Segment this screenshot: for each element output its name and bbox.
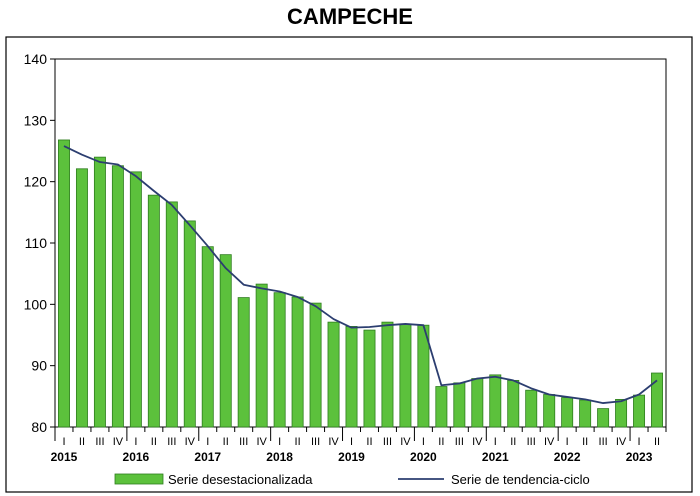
bar	[327, 321, 340, 428]
bar	[291, 296, 304, 428]
x-year-label: 2019	[338, 450, 365, 464]
x-year-label: 2022	[554, 450, 581, 464]
y-tick-label: 100	[24, 296, 48, 312]
y-tick-label: 80	[31, 419, 47, 435]
x-tick-label: I	[62, 436, 65, 448]
x-tick-label: III	[239, 436, 248, 448]
trend-series	[63, 145, 658, 404]
x-tick-label: III	[455, 436, 464, 448]
bar	[543, 394, 556, 428]
bar	[381, 321, 394, 428]
bar	[255, 283, 268, 428]
bar	[651, 372, 663, 428]
x-tick-label: II	[223, 436, 229, 448]
x-tick-label: IV	[616, 436, 627, 448]
y-tick-label: 110	[25, 235, 48, 251]
x-tick-label: I	[494, 436, 497, 448]
bar	[579, 399, 592, 428]
x-tick-label: I	[134, 436, 137, 448]
y-tick-label: 130	[24, 112, 48, 128]
bar	[489, 374, 502, 428]
x-tick-label: I	[278, 436, 281, 448]
x-year-label: 2017	[194, 450, 221, 464]
bar	[471, 378, 484, 428]
x-tick-label: III	[383, 436, 392, 448]
x-tick-label: IV	[400, 436, 411, 448]
bar	[345, 326, 358, 428]
x-tick-label: II	[510, 436, 516, 448]
x-tick-label: III	[599, 436, 608, 448]
bar	[633, 394, 646, 428]
x-tick-label: II	[366, 436, 372, 448]
x-tick-label: I	[350, 436, 353, 448]
trend-line	[63, 145, 658, 404]
x-tick-label: II	[582, 436, 588, 448]
legend-line-label: Serie de tendencia-ciclo	[451, 472, 590, 487]
x-year-label: 2023	[626, 450, 653, 464]
bar	[129, 171, 142, 428]
chart-title-text: CAMPECHE	[287, 4, 413, 29]
x-tick-label: II	[151, 436, 157, 448]
bar	[273, 292, 286, 428]
bar	[219, 254, 232, 428]
x-tick-label: III	[167, 436, 176, 448]
x-tick-label: II	[295, 436, 301, 448]
x-tick-label: I	[206, 436, 209, 448]
bar	[147, 194, 160, 428]
y-tick-label: 140	[24, 51, 48, 67]
legend-bar-swatch	[114, 473, 164, 485]
x-tick-label: II	[79, 436, 85, 448]
x-tick-label: IV	[544, 436, 555, 448]
x-tick-label: IV	[472, 436, 483, 448]
bar	[525, 389, 538, 428]
bar	[399, 323, 412, 428]
bar	[93, 156, 106, 428]
bar	[75, 168, 88, 428]
bar	[111, 165, 124, 428]
x-tick-label: IV	[328, 436, 339, 448]
bar	[435, 386, 448, 428]
x-year-label: 2018	[266, 450, 293, 464]
plot-area	[54, 58, 667, 428]
legend-bar-label: Serie desestacionalizada	[168, 472, 313, 487]
x-year-label: 2020	[410, 450, 437, 464]
bar	[561, 397, 574, 428]
y-tick-label: 90	[31, 358, 47, 374]
bar	[237, 297, 250, 428]
bar	[507, 379, 520, 428]
x-tick-label: III	[95, 436, 104, 448]
bar	[597, 408, 610, 428]
x-tick-label: I	[566, 436, 569, 448]
bar	[615, 398, 628, 428]
bar	[183, 220, 196, 428]
bar	[453, 382, 466, 428]
plot-border	[54, 58, 667, 428]
bar	[363, 329, 376, 428]
x-tick-label: II	[438, 436, 444, 448]
bar	[58, 139, 70, 428]
chart-title: CAMPECHE	[0, 4, 700, 30]
y-tick-label: 120	[24, 174, 48, 190]
y-axis: 80 90 100 110 120 130 140	[24, 51, 55, 435]
bar	[309, 302, 322, 428]
x-tick-label: IV	[256, 436, 267, 448]
bar-series	[58, 139, 663, 428]
bar	[201, 246, 214, 428]
x-tick-label: IV	[185, 436, 196, 448]
x-year-label: 2021	[482, 450, 509, 464]
legend: Serie desestacionalizada Serie de tendenc…	[114, 472, 590, 487]
x-tick-label: I	[638, 436, 641, 448]
x-axis: I II III IV I II III IV I II III IV I II III IV I II III IV…	[51, 427, 667, 464]
x-tick-label: II	[654, 436, 660, 448]
x-year-label: 2016	[123, 450, 150, 464]
bar	[165, 201, 178, 428]
x-year-label: 2015	[51, 450, 78, 464]
x-tick-label: III	[311, 436, 320, 448]
x-tick-label: IV	[113, 436, 124, 448]
x-tick-label: III	[527, 436, 536, 448]
chart-frame	[5, 36, 693, 493]
x-tick-label: I	[422, 436, 425, 448]
